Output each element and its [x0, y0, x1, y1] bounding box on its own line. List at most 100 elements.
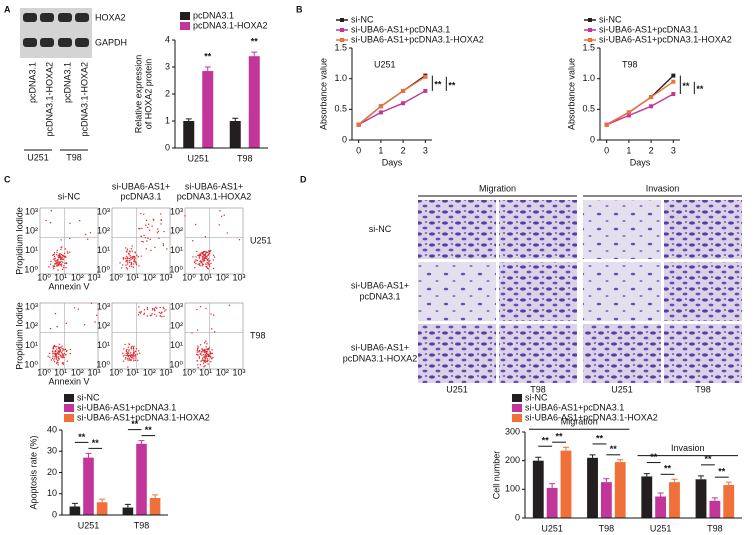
event-dot — [55, 348, 58, 350]
event-dot — [165, 309, 167, 311]
group-header: Migration — [479, 183, 516, 193]
group-label: Invasion — [671, 443, 705, 453]
event-dot — [55, 353, 57, 355]
event-dot — [52, 351, 54, 353]
event-dot — [135, 262, 137, 265]
event-dot — [203, 356, 205, 358]
legend-swatch — [512, 404, 522, 412]
event-dot — [201, 350, 203, 353]
event-dot — [125, 255, 128, 258]
band-label: HOXA2 — [95, 12, 126, 22]
tick-label: 10⁰ — [37, 272, 51, 282]
event-dot — [203, 258, 205, 261]
event-dot — [196, 250, 198, 253]
event-dot — [127, 257, 129, 260]
event-dot — [127, 359, 129, 361]
event-dot — [56, 249, 58, 252]
y-tick-label: 0 — [165, 142, 170, 152]
event-dot — [53, 352, 56, 355]
event-dot — [135, 263, 138, 266]
event-dot — [60, 356, 62, 358]
event-dot — [130, 359, 132, 361]
event-dot — [204, 236, 207, 238]
flow-plot — [39, 302, 99, 370]
event-dot — [58, 255, 60, 257]
event-dot — [127, 366, 129, 368]
y-tick-label: 1.5 — [334, 42, 347, 52]
event-dot — [205, 250, 207, 253]
event-dot — [69, 222, 71, 225]
event-dot — [60, 260, 62, 263]
event-dot — [124, 257, 126, 259]
event-dot — [63, 265, 65, 267]
event-dot — [53, 267, 55, 270]
legend-label: pcDNA3.1-HOXA2 — [193, 20, 268, 30]
series-line — [358, 90, 426, 126]
event-dot — [133, 358, 135, 360]
event-dot — [60, 347, 62, 349]
tick-label: 10⁰ — [24, 359, 38, 369]
event-dot — [207, 355, 210, 358]
event-dot — [211, 349, 213, 351]
event-dot — [135, 357, 137, 359]
micrograph — [664, 200, 742, 259]
event-dot — [126, 263, 129, 265]
event-dot — [122, 258, 125, 260]
event-dot — [149, 314, 152, 317]
row-label: T98 — [250, 330, 266, 340]
event-dot — [210, 249, 212, 252]
event-dot — [143, 309, 146, 311]
event-dot — [65, 354, 67, 356]
event-dot — [151, 309, 154, 311]
y-tick-label: 1.0 — [334, 73, 347, 83]
y-tick-label: 4 — [165, 34, 170, 44]
tick-label: 10⁰ — [96, 359, 110, 369]
event-dot — [145, 224, 147, 226]
event-dot — [61, 256, 63, 258]
event-dot — [49, 356, 51, 359]
row-label: si-UBA6-AS1+ — [351, 342, 409, 352]
legend-label: si-NC — [525, 392, 548, 402]
event-dot — [211, 358, 213, 360]
event-dot — [200, 254, 202, 256]
event-dot — [140, 255, 143, 257]
event-dot — [195, 259, 197, 261]
event-dot — [53, 345, 55, 347]
event-dot — [55, 358, 58, 360]
event-dot — [197, 263, 199, 265]
event-dot — [162, 244, 165, 246]
event-dot — [194, 260, 196, 263]
x-tick-label: 1 — [378, 145, 383, 155]
event-dot — [132, 353, 135, 356]
event-dot — [194, 266, 196, 269]
event-dot — [126, 248, 129, 250]
event-dot — [166, 248, 168, 250]
event-dot — [206, 353, 208, 356]
event-dot — [95, 314, 98, 317]
event-dot — [61, 254, 64, 257]
event-dot — [133, 345, 135, 347]
event-dot — [57, 255, 59, 257]
event-dot — [138, 311, 141, 313]
event-dot — [138, 227, 140, 230]
event-dot — [143, 234, 145, 237]
legend-marker — [340, 38, 344, 42]
tick-label: 10³ — [232, 272, 245, 282]
event-dot — [62, 261, 64, 263]
y-tick-label: 40 — [47, 424, 57, 434]
tick-label: 10¹ — [25, 245, 38, 255]
legend-label: pcDNA3.1 — [193, 10, 234, 20]
event-dot — [213, 256, 216, 258]
event-dot — [206, 350, 208, 353]
y-tick-label: 20 — [47, 467, 57, 477]
event-dot — [204, 359, 206, 362]
event-dot — [137, 314, 140, 316]
event-dot — [63, 256, 66, 258]
event-dot — [63, 352, 66, 355]
event-dot — [122, 256, 125, 259]
lane-label: pcDNA3.1 — [62, 62, 72, 103]
error-bar — [152, 494, 159, 498]
event-dot — [195, 262, 197, 265]
event-dot — [54, 350, 57, 352]
event-dot — [132, 351, 135, 353]
